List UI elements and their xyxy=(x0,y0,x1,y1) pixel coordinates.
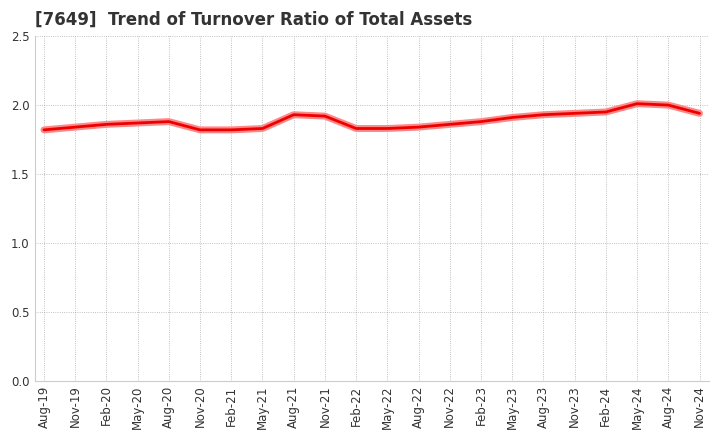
Text: [7649]  Trend of Turnover Ratio of Total Assets: [7649] Trend of Turnover Ratio of Total … xyxy=(35,11,472,29)
